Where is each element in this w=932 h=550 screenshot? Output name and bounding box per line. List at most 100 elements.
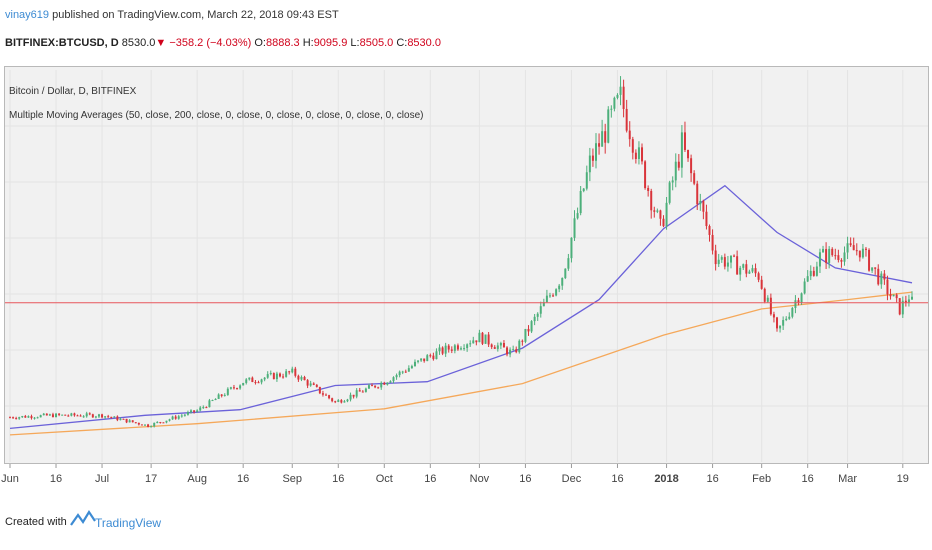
- candle-up: [751, 268, 754, 272]
- candle-down: [24, 416, 27, 418]
- candle-up: [183, 414, 186, 416]
- x-tick-label: Oct: [376, 473, 393, 485]
- candle-down: [634, 152, 637, 159]
- candle-down: [797, 300, 800, 303]
- candle-down: [877, 268, 880, 285]
- grid-lines: [5, 70, 928, 462]
- candle-up: [809, 270, 812, 277]
- candle-up: [417, 360, 420, 362]
- candle-down: [88, 413, 91, 415]
- symbol-label: BITFINEX:BTCUSD, D: [5, 37, 119, 49]
- x-tick-label: Aug: [187, 473, 207, 485]
- candle-up: [871, 267, 874, 271]
- candle-up: [548, 295, 551, 297]
- candle-down: [702, 200, 705, 212]
- candle-down: [205, 407, 208, 409]
- candle-up: [128, 420, 131, 423]
- candle-down: [705, 211, 708, 227]
- candle-up: [245, 379, 248, 383]
- candle-down: [883, 273, 886, 280]
- chart-pane[interactable]: [4, 66, 929, 464]
- x-tick-label: 16: [706, 473, 718, 485]
- x-tick-label: 16: [611, 473, 623, 485]
- candle-up: [266, 374, 269, 378]
- ohlc-readout: BITFINEX:BTCUSD, D 8530.0▼ −358.2 (−4.03…: [5, 37, 441, 49]
- candle-down: [432, 355, 435, 360]
- tradingview-logo-icon[interactable]: [70, 509, 96, 531]
- x-tick-label: 16: [332, 473, 344, 485]
- candle-down: [456, 345, 459, 350]
- candle-down: [159, 422, 162, 424]
- candle-down: [321, 393, 324, 395]
- ma50-line: [9, 184, 913, 430]
- candle-down: [714, 250, 717, 265]
- candle-up: [156, 422, 159, 424]
- candle-down: [898, 298, 901, 315]
- indicator-legend[interactable]: Multiple Moving Averages (50, close, 200…: [9, 110, 424, 121]
- candle-down: [886, 279, 889, 295]
- candle-up: [48, 414, 51, 416]
- candle-down: [475, 340, 478, 343]
- candle-down: [864, 248, 867, 250]
- low-label: L:: [350, 37, 360, 49]
- candle-up: [573, 218, 576, 238]
- candle-down: [487, 334, 490, 345]
- candle-up: [892, 294, 895, 297]
- candle-down: [297, 375, 300, 380]
- candle-up: [36, 417, 39, 419]
- candle-down: [303, 376, 306, 381]
- x-tick-label: Jul: [95, 473, 109, 485]
- candle-up: [717, 259, 720, 265]
- candle-down: [312, 383, 315, 385]
- candle-up: [309, 383, 312, 386]
- candle-down: [868, 249, 871, 271]
- candle-down: [352, 394, 355, 397]
- candle-down: [423, 358, 426, 362]
- candle-up: [398, 371, 401, 376]
- candle-up: [168, 419, 171, 421]
- candle-up: [392, 377, 395, 382]
- candle-down: [162, 422, 165, 424]
- candle-up: [610, 108, 613, 110]
- candle-up: [410, 366, 413, 369]
- candle-up: [637, 147, 640, 159]
- candle-up: [509, 349, 512, 355]
- candle-down: [858, 250, 861, 258]
- candle-down: [769, 297, 772, 315]
- ma200-line: [9, 291, 913, 436]
- x-tick-label: Sep: [282, 473, 302, 485]
- candle-up: [699, 200, 702, 205]
- tradingview-brand[interactable]: TradingView: [95, 516, 162, 530]
- candle-down: [450, 349, 453, 351]
- candle-up: [843, 252, 846, 262]
- price-chart[interactable]: Jun 16 Jul 17 Aug 16 Sep 16 Oct 16 Nov 16 Dec 16 2018 1…: [0, 0, 932, 490]
- candle-up: [61, 414, 64, 416]
- candle-down: [481, 332, 484, 344]
- candle-up: [570, 237, 573, 259]
- x-tick-label: 16: [237, 473, 249, 485]
- candle-up: [671, 180, 674, 183]
- close-label: C:: [396, 37, 408, 49]
- candle-down: [631, 139, 634, 153]
- publisher-link[interactable]: vinay619: [5, 9, 50, 21]
- x-tick-label: 16: [519, 473, 531, 485]
- candle-down: [831, 248, 834, 256]
- candle-up: [223, 394, 226, 396]
- candle-down: [272, 373, 275, 380]
- candle-up: [518, 340, 521, 353]
- candle-up: [260, 379, 263, 383]
- candle-up: [782, 320, 785, 326]
- candle-up: [202, 407, 205, 409]
- x-tick-label: 16: [424, 473, 436, 485]
- candle-up: [435, 351, 438, 360]
- candle-down: [116, 416, 119, 421]
- candle-down: [763, 288, 766, 302]
- candle-up: [196, 410, 199, 412]
- published-text: published on TradingView.com, March 22, …: [52, 9, 339, 21]
- candle-up: [806, 276, 809, 282]
- candle-up: [800, 293, 803, 303]
- x-axis: Jun 16 Jul 17 Aug 16 Sep 16 Oct 16 Nov 16 Dec 16 2018 1…: [1, 463, 928, 485]
- candle-down: [174, 416, 177, 419]
- candle-up: [665, 202, 668, 227]
- candle-up: [555, 289, 558, 296]
